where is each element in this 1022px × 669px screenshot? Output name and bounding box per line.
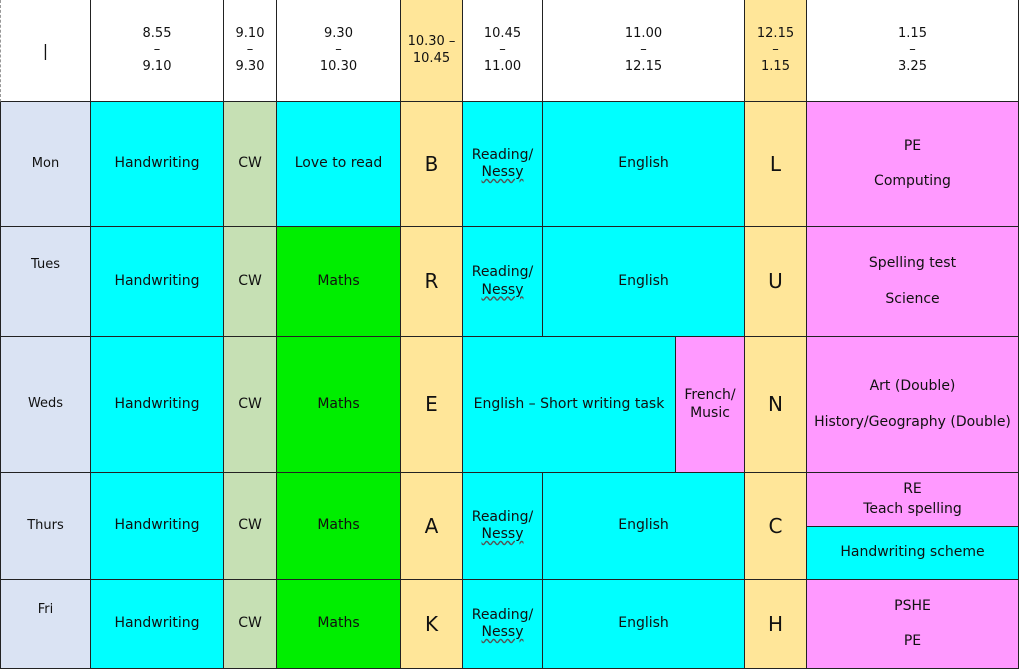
time-to: 3.25 bbox=[898, 58, 927, 74]
break-letter: A bbox=[401, 473, 463, 580]
music-label: Music bbox=[690, 404, 730, 421]
time-sep: – bbox=[335, 42, 342, 58]
afternoon-subject: Teach spelling bbox=[863, 500, 962, 517]
break-letter: E bbox=[401, 337, 463, 473]
lunch-letter: U bbox=[745, 227, 807, 337]
lunch-letter: L bbox=[745, 102, 807, 227]
lesson-french-music: French/Music bbox=[676, 337, 745, 473]
day-label-fri: Fri bbox=[0, 580, 91, 669]
time-from: 12.15 bbox=[756, 26, 795, 42]
nessy-label: Nessy bbox=[481, 281, 524, 298]
afternoon-weds: Art (Double) History/Geography (Double) bbox=[807, 337, 1019, 473]
time-from: 9.10 bbox=[235, 26, 265, 42]
lesson-reading-nessy: Reading/Nessy bbox=[463, 102, 543, 227]
lesson-maths: Maths bbox=[277, 337, 401, 473]
lesson-handwriting: Handwriting bbox=[91, 473, 224, 580]
lunch-letter: C bbox=[745, 473, 807, 580]
afternoon-subject: Computing bbox=[874, 173, 951, 189]
afternoon-subject: History/Geography (Double) bbox=[814, 413, 1011, 430]
time-from: 9.30 bbox=[324, 26, 353, 42]
time-from: 1.15 bbox=[898, 26, 927, 42]
time-to: 12.15 bbox=[624, 58, 663, 74]
time-sep: – bbox=[640, 42, 647, 58]
time-slot-5: 10.45–11.00 bbox=[463, 0, 543, 102]
lesson-maths: Maths bbox=[277, 227, 401, 337]
time-to: 9.10 bbox=[142, 58, 172, 74]
afternoon-subject: Science bbox=[885, 290, 940, 307]
time-range: 10.30 – 10.45 bbox=[407, 34, 456, 66]
reading-label: Reading/ bbox=[471, 508, 534, 525]
break-letter: K bbox=[401, 580, 463, 669]
lesson-handwriting: Handwriting bbox=[91, 227, 224, 337]
lesson-handwriting: Handwriting bbox=[91, 102, 224, 227]
time-to: 1.15 bbox=[761, 58, 790, 74]
french-label: French/ bbox=[684, 387, 736, 403]
lesson-handwriting: Handwriting bbox=[91, 580, 224, 669]
lesson-cw: CW bbox=[224, 227, 277, 337]
lunch-letter: N bbox=[745, 337, 807, 473]
time-slot-3: 9.30–10.30 bbox=[277, 0, 401, 102]
afternoon-subject: PE bbox=[903, 633, 922, 649]
time-from: 10.45 bbox=[483, 26, 522, 42]
day-label-tues: Tues bbox=[0, 227, 91, 337]
lesson-maths: Maths bbox=[277, 473, 401, 580]
time-sep: – bbox=[153, 42, 161, 58]
afternoon-mon: PE Computing bbox=[807, 102, 1019, 227]
afternoon-subject: PSHE bbox=[894, 597, 931, 614]
lesson-cw: CW bbox=[224, 580, 277, 669]
day-label-mon: Mon bbox=[0, 102, 91, 227]
reading-label: Reading/ bbox=[471, 146, 534, 163]
nessy-label: Nessy bbox=[481, 624, 524, 640]
lesson-english: English bbox=[543, 580, 745, 669]
afternoon-subject: Art (Double) bbox=[869, 378, 956, 394]
corner-cell[interactable]: | bbox=[0, 0, 91, 102]
nessy-label: Nessy bbox=[481, 526, 524, 542]
time-to: 9.30 bbox=[235, 58, 265, 74]
lunch-letter: H bbox=[745, 580, 807, 669]
lesson-english: English bbox=[543, 227, 745, 337]
break-letter: R bbox=[401, 227, 463, 337]
lesson-reading-nessy: Reading/Nessy bbox=[463, 227, 543, 337]
afternoon-thurs-top: RE Teach spelling bbox=[807, 473, 1019, 527]
time-slot-8: 1.15–3.25 bbox=[807, 0, 1019, 102]
lesson-reading-nessy: Reading/Nessy bbox=[463, 473, 543, 580]
lesson-english: English bbox=[543, 473, 745, 580]
time-from: 8.55 bbox=[142, 26, 172, 42]
afternoon-thurs-bottom: Handwriting scheme bbox=[807, 527, 1019, 580]
time-to: 11.00 bbox=[483, 58, 522, 74]
afternoon-fri: PSHE PE bbox=[807, 580, 1019, 669]
lesson-cw: CW bbox=[224, 337, 277, 473]
afternoon-subject: Spelling test bbox=[868, 255, 957, 271]
lesson-reading-nessy: Reading/Nessy bbox=[463, 580, 543, 669]
lesson-cw: CW bbox=[224, 102, 277, 227]
reading-label: Reading/ bbox=[471, 264, 534, 280]
break-letter: B bbox=[401, 102, 463, 227]
time-sep: – bbox=[909, 42, 916, 58]
day-label-thurs: Thurs bbox=[0, 473, 91, 580]
time-from: 11.00 bbox=[624, 26, 663, 42]
time-slot-1: 8.55–9.10 bbox=[91, 0, 224, 102]
time-slot-4: 10.30 – 10.45 bbox=[401, 0, 463, 102]
lesson-english: English bbox=[543, 102, 745, 227]
time-sep: – bbox=[772, 42, 779, 58]
time-sep: – bbox=[499, 42, 506, 58]
lesson-handwriting: Handwriting bbox=[91, 337, 224, 473]
lesson-cw: CW bbox=[224, 473, 277, 580]
nessy-label: Nessy bbox=[481, 164, 524, 180]
time-sep: – bbox=[246, 42, 254, 58]
afternoon-tues: Spelling test Science bbox=[807, 227, 1019, 337]
lesson-english-short-writing: English – Short writing task bbox=[463, 337, 676, 473]
lesson-love-to-read: Love to read bbox=[277, 102, 401, 227]
time-slot-6: 11.00–12.15 bbox=[543, 0, 745, 102]
afternoon-subject: PE bbox=[903, 137, 922, 154]
time-slot-7: 12.15–1.15 bbox=[745, 0, 807, 102]
reading-label: Reading/ bbox=[471, 606, 534, 623]
afternoon-subject: RE bbox=[903, 481, 922, 497]
time-to: 10.30 bbox=[319, 58, 358, 74]
text-cursor: | bbox=[42, 40, 49, 60]
day-label-weds: Weds bbox=[0, 337, 91, 473]
time-slot-2: 9.10–9.30 bbox=[224, 0, 277, 102]
lesson-maths: Maths bbox=[277, 580, 401, 669]
